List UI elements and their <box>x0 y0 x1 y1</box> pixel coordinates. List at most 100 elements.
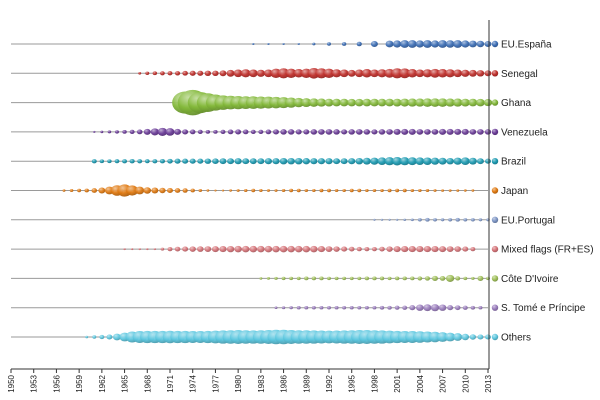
bubble-venezuela-1994 <box>341 129 348 135</box>
bubble-brazil-1979 <box>227 158 235 165</box>
bubble-ghana-2005 <box>422 98 433 107</box>
bubble-mixed-flags-fr-es-2004 <box>416 246 424 253</box>
series-label-s-tom-e-pr-ncipe: S. Tomé e Príncipe <box>501 303 586 314</box>
bubble-ghana-2003 <box>407 98 418 107</box>
bubble-mixed-flags-fr-es-2007 <box>439 246 447 253</box>
bubble-eu-portugal-2012 <box>478 218 483 222</box>
bubble-eu-espa-a-2012 <box>476 40 485 48</box>
bubble-eu-espa-a-2013 <box>484 41 492 47</box>
legend-marker-s-tom-e-pr-ncipe <box>491 304 499 311</box>
bubble-ghana-1989 <box>301 98 312 108</box>
bubble-japan-1970 <box>159 187 166 194</box>
bubble-eu-espa-a-2011 <box>468 40 477 48</box>
bubble-venezuela-2012 <box>477 129 484 135</box>
bubble-s-tom-e-pr-ncipe-1992 <box>327 306 331 310</box>
bubble-brazil-2002 <box>399 157 410 166</box>
x-tick-label-2007: 2007 <box>439 374 448 392</box>
bubble-brazil-1974 <box>189 158 196 164</box>
bubble-mixed-flags-fr-es-1993 <box>333 246 340 252</box>
bubble-s-tom-e-pr-ncipe-1998 <box>372 306 377 310</box>
bubble-senegal-1981 <box>240 69 251 78</box>
bubble-brazil-1990 <box>310 158 318 165</box>
bubble-s-tom-e-pr-ncipe-1991 <box>319 306 324 310</box>
bubble-ghana-1993 <box>332 98 342 107</box>
bubble-mixed-flags-fr-es-1985 <box>272 245 280 253</box>
bubble-s-tom-e-pr-ncipe-2010 <box>462 305 468 310</box>
bubble-senegal-1969 <box>152 71 158 76</box>
x-tick-label-1989: 1989 <box>302 374 311 392</box>
legend-marker-mixed-flags-fr-es <box>491 245 499 253</box>
bubble-venezuela-2009 <box>454 128 462 135</box>
bubble-brazil-2010 <box>460 157 470 166</box>
bubble-japan-2001 <box>395 188 400 193</box>
bubble-japan-2009 <box>456 189 460 192</box>
bubble-mixed-flags-fr-es-1968 <box>146 248 149 251</box>
bubble-ghana-1995 <box>347 98 357 107</box>
bubble-venezuela-1965 <box>122 130 127 134</box>
bubble-s-tom-e-pr-ncipe-1999 <box>379 305 385 310</box>
bubble-s-tom-e-pr-ncipe-1990 <box>311 306 316 310</box>
bubble-brazil-1988 <box>294 157 303 165</box>
bubble-others-1961 <box>92 335 97 339</box>
bubble-japan-1985 <box>274 189 278 192</box>
bubble-venezuela-1961 <box>93 130 96 133</box>
bubble-brazil-1965 <box>122 159 128 164</box>
bubble-others-1962 <box>99 334 105 340</box>
series-label-eu-espa-a: EU.España <box>501 40 552 51</box>
bubble-venezuela-2013 <box>484 129 492 135</box>
bubble-venezuela-2003 <box>408 128 416 135</box>
legend-marker-brazil <box>491 158 499 165</box>
bubble-brazil-1968 <box>144 159 150 164</box>
bubble-eu-espa-a-2009 <box>453 40 463 48</box>
bubble-japan-1999 <box>380 188 384 193</box>
bubble-venezuela-2000 <box>386 129 393 135</box>
bubble-senegal-1993 <box>331 69 342 78</box>
bubble-mixed-flags-fr-es-1965 <box>123 248 126 251</box>
bubble-venezuela-1966 <box>129 129 135 135</box>
bubble-japan-1957 <box>62 189 66 192</box>
bubble-s-tom-e-pr-ncipe-2008 <box>447 305 454 311</box>
bubble-brazil-2012 <box>476 158 484 165</box>
bubble-brazil-1963 <box>107 159 112 164</box>
bubble-mixed-flags-fr-es-1987 <box>287 245 295 253</box>
bubble-japan-2005 <box>425 188 430 193</box>
bubble-japan-1962 <box>98 187 106 194</box>
bubble-japan-1960 <box>84 188 89 193</box>
bubble-venezuela-2011 <box>469 129 477 135</box>
bubble-mixed-flags-fr-es-1984 <box>264 245 273 253</box>
bubble-venezuela-2006 <box>431 129 439 135</box>
bubble-venezuela-1963 <box>107 130 112 134</box>
x-tick-label-1995: 1995 <box>348 374 357 392</box>
bubble-japan-1980 <box>236 189 240 192</box>
bubble-brazil-1969 <box>152 159 158 164</box>
bubble-venezuela-1991 <box>318 129 325 135</box>
series-rows: EU.España Senegal Ghana Venezuela Brazil Japa… <box>11 40 594 345</box>
bubble-s-tom-e-pr-ncipe-1993 <box>334 306 339 310</box>
bubble-mixed-flags-fr-es-1979 <box>226 245 235 253</box>
bubble-mixed-flags-fr-es-1997 <box>364 246 370 252</box>
bubble-eu-portugal-2000 <box>388 218 391 221</box>
bubble-brazil-1977 <box>212 158 219 165</box>
series-row-venezuela: Venezuela <box>11 127 548 138</box>
bubble-japan-1969 <box>151 187 159 194</box>
bubble-ghana-2007 <box>437 98 448 107</box>
bubble-venezuela-1984 <box>265 129 272 135</box>
bubble-c-te-d-ivoire-1990 <box>311 276 317 281</box>
bubble-venezuela-1993 <box>333 129 340 135</box>
bubble-japan-1961 <box>91 188 98 193</box>
bubble-senegal-1998 <box>369 69 379 78</box>
x-tick-label-2001: 2001 <box>393 374 402 392</box>
bubble-eu-portugal-2008 <box>448 218 453 222</box>
bubble-brazil-1983 <box>257 158 265 165</box>
x-tick-label-1950: 1950 <box>7 374 16 392</box>
bubble-venezuela-1967 <box>136 129 143 135</box>
bubble-ghana-1994 <box>339 98 349 107</box>
bubble-brazil-1987 <box>287 157 295 165</box>
bubble-ghana-1997 <box>362 98 372 107</box>
bubble-brazil-1976 <box>204 158 212 164</box>
bubble-venezuela-1997 <box>363 129 371 135</box>
bubble-mixed-flags-fr-es-1976 <box>204 246 212 252</box>
bubble-japan-1982 <box>251 188 256 193</box>
bubble-japan-1983 <box>259 188 263 193</box>
x-tick-label-2010: 2010 <box>461 374 470 392</box>
